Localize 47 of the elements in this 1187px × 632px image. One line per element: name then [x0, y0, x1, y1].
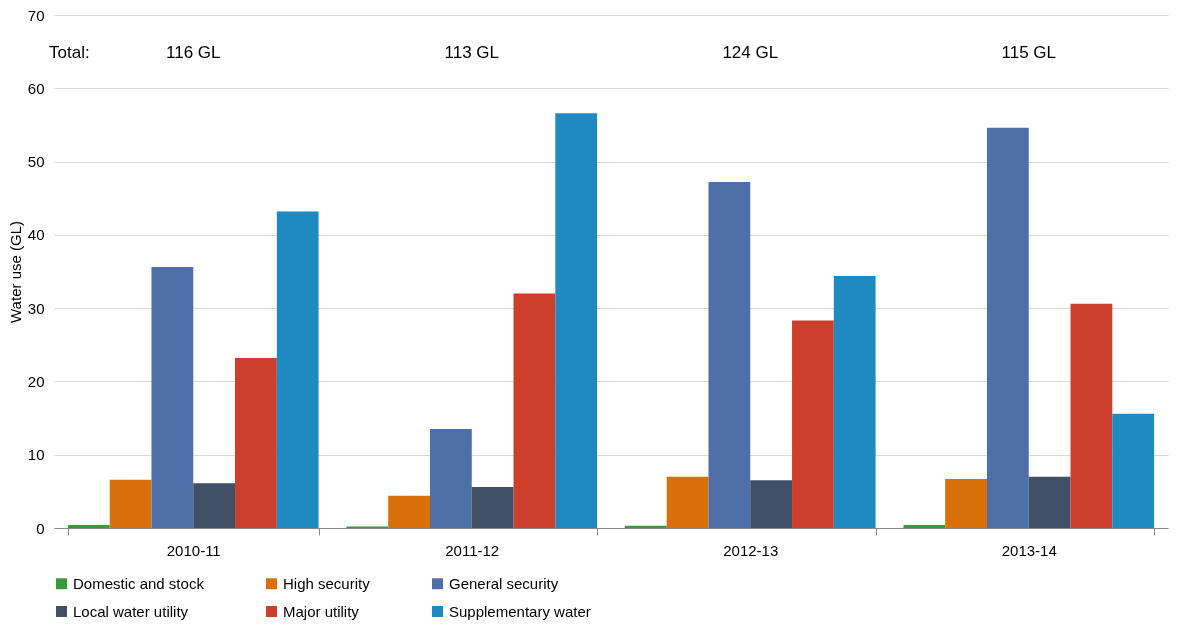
annotation: 113 GL: [444, 43, 500, 62]
bar: [708, 182, 751, 528]
legend-label: High security: [283, 574, 371, 592]
legend-label: Domestic and stock: [73, 574, 205, 592]
annotation: Total:: [49, 43, 90, 62]
legend-label: General security: [449, 574, 559, 592]
bar: [235, 357, 277, 528]
y-tick-label: 70: [27, 6, 45, 24]
y-tick-label: 60: [27, 79, 45, 97]
bar: [666, 476, 709, 528]
y-tick-label: 40: [27, 226, 45, 244]
bar: [903, 525, 946, 528]
y-tick-label: 0: [36, 519, 45, 537]
bar: [151, 267, 194, 528]
bar: [986, 127, 1029, 528]
bar: [471, 486, 514, 528]
bar: [276, 211, 319, 528]
y-tick-label: 50: [27, 153, 45, 171]
bar: [1070, 303, 1113, 528]
bar: [67, 525, 110, 528]
bar: [1112, 413, 1155, 528]
bar: [833, 275, 876, 528]
y-axis-title: Water use (GL): [6, 221, 24, 323]
bar: [193, 483, 236, 528]
legend-label: Supplementary water: [449, 602, 591, 620]
bar: [555, 113, 598, 528]
x-tick-label: 2010-11: [166, 541, 221, 559]
bar: [109, 479, 152, 528]
bar: [429, 429, 472, 528]
annotation: 124 GL: [722, 43, 779, 62]
annotation: 115 GL: [1001, 43, 1057, 62]
x-tick-label: 2011-12: [445, 541, 500, 559]
y-tick-label: 20: [27, 372, 45, 390]
bar: [624, 525, 667, 528]
bar: [792, 320, 834, 528]
bar: [513, 293, 556, 528]
x-tick-label: 2012-13: [723, 541, 779, 559]
y-tick-label: 10: [27, 446, 45, 464]
bar: [1028, 476, 1071, 528]
legend-label: Major utility: [283, 602, 360, 620]
annotation: 116 GL: [165, 43, 221, 62]
bar: [945, 478, 987, 528]
bar: [750, 480, 793, 528]
y-tick-label: 30: [27, 299, 45, 317]
legend-label: Local water utility: [73, 602, 189, 620]
bar: [388, 495, 430, 528]
x-tick-label: 2013-14: [1001, 541, 1057, 559]
